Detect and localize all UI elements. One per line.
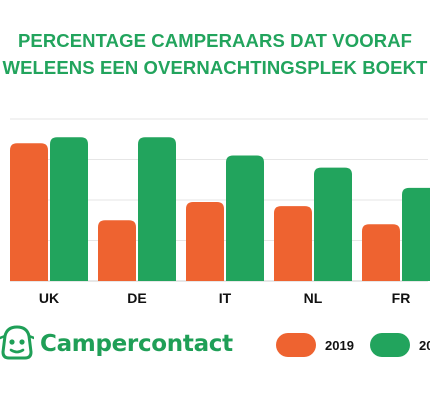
- legend-label-2019: 2019: [325, 337, 354, 353]
- bar-it-2019: [186, 202, 224, 281]
- bar-chart: UK DE IT NL FR: [10, 118, 430, 306]
- bar-uk-2023: [50, 137, 88, 281]
- bar-de-2023: [138, 137, 176, 281]
- x-tick-fr: FR: [392, 290, 411, 306]
- legend-item-2019: 2019: [276, 330, 354, 360]
- bar-de-2019: [98, 220, 136, 281]
- x-tick-labels: UK DE IT NL FR: [39, 290, 410, 306]
- brand-logo: Campercontact: [0, 322, 233, 366]
- bar-nl-2019: [274, 206, 312, 281]
- bar-it-2023: [226, 155, 264, 281]
- bar-fr-2023: [402, 187, 430, 281]
- bars: [10, 137, 430, 281]
- legend-swatch-2023: [370, 333, 410, 357]
- camper-mascot-icon: [0, 325, 34, 360]
- chart-title-line-1: PERCENTAGE CAMPERAARS DAT VOORAF: [17, 30, 413, 51]
- bar-uk-2019: [10, 143, 48, 281]
- x-tick-uk: UK: [39, 290, 59, 306]
- brand-name: Campercontact: [40, 331, 233, 357]
- legend-swatch-2019: [276, 333, 316, 357]
- x-tick-it: IT: [219, 290, 232, 306]
- legend-item-2023: 2023: [370, 330, 430, 360]
- bar-nl-2023: [314, 167, 352, 281]
- bar-fr-2019: [362, 224, 400, 281]
- legend-label-2023: 2023: [419, 337, 430, 353]
- x-tick-de: DE: [127, 290, 146, 306]
- chart-title-line-2: WELEENS EEN OVERNACHTINGSPLEK BOEKT: [2, 57, 428, 78]
- x-tick-nl: NL: [304, 290, 323, 306]
